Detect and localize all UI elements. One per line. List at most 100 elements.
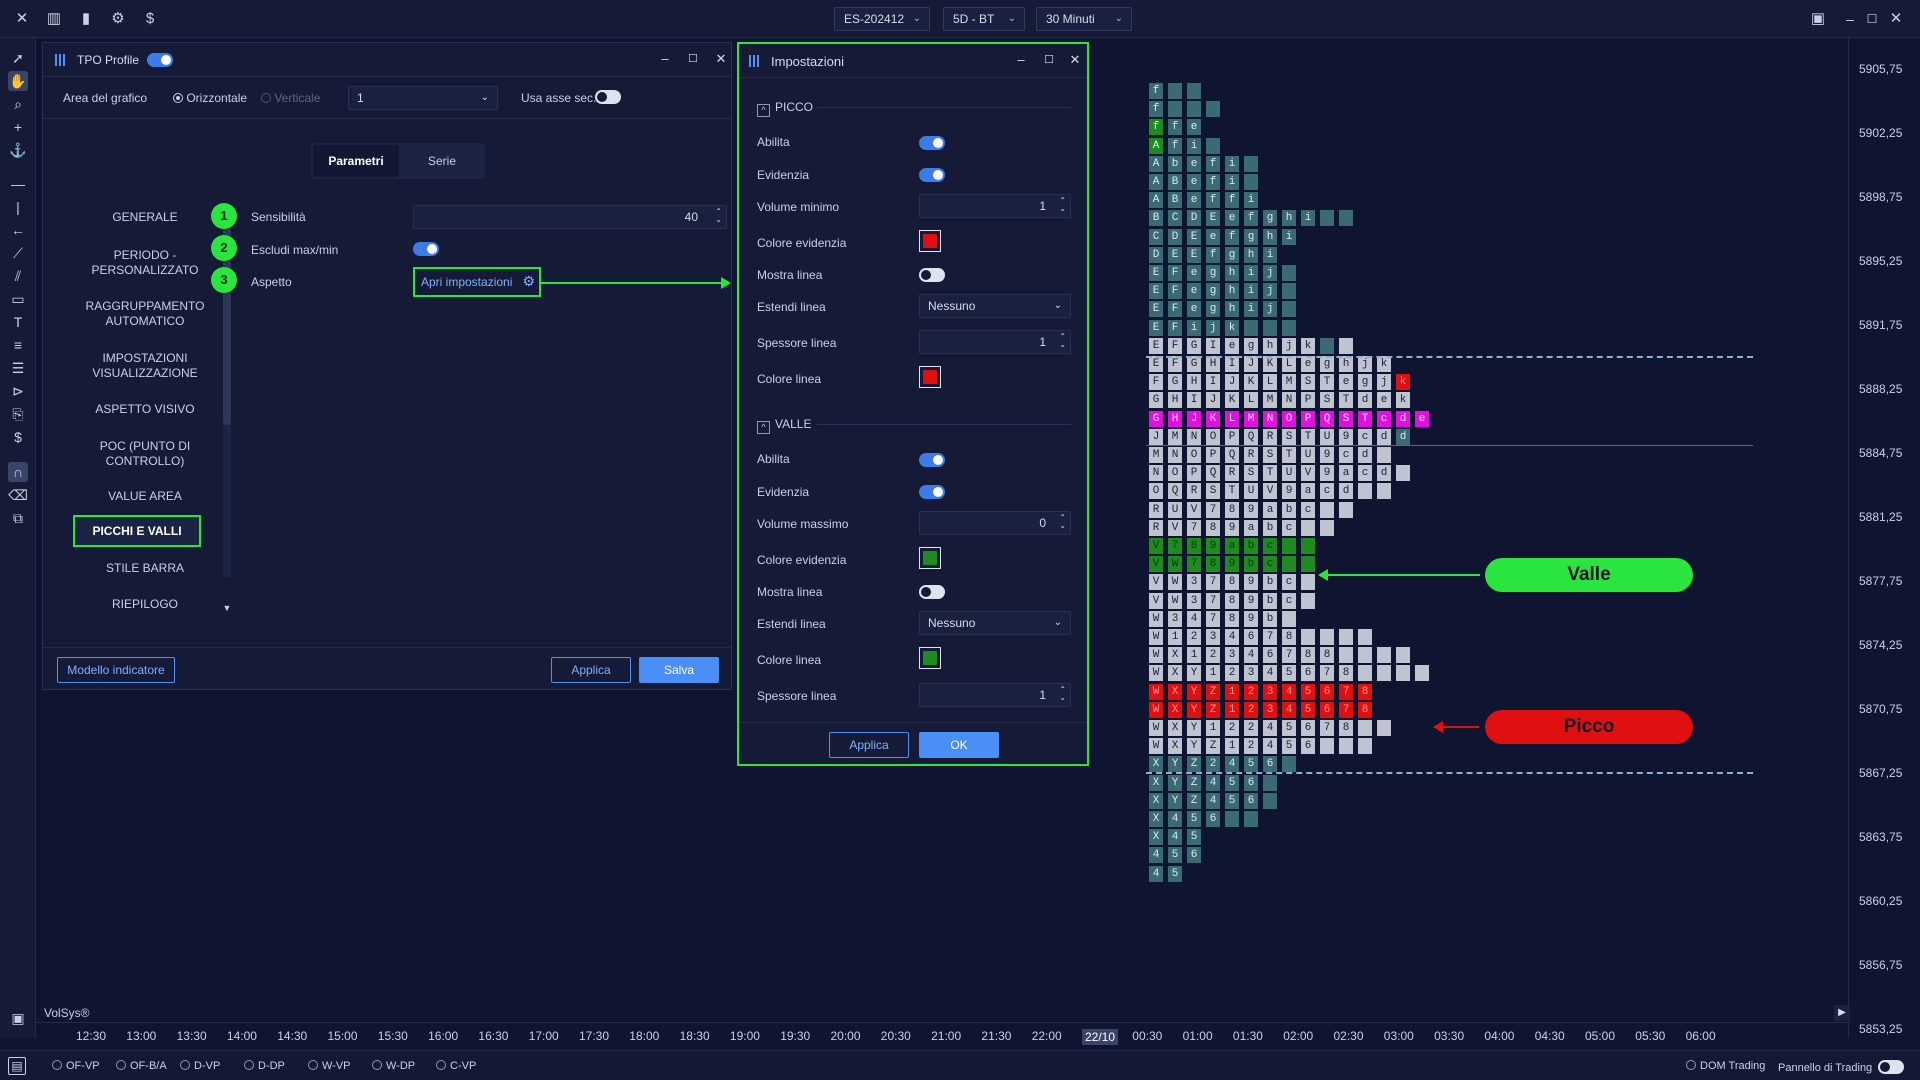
spinner-icon[interactable]: ⌃ ⌄	[1059, 685, 1066, 702]
minimize-icon[interactable]: –	[661, 51, 669, 66]
sidebar-item-impostazioni[interactable]: IMPOSTAZIONI VISUALIZZAZIONE	[92, 351, 198, 380]
orientation-horizontal-radio[interactable]: Orizzontale	[173, 91, 247, 105]
sidebar-item-aspetto[interactable]: ASPETTO VISIVO	[95, 402, 195, 416]
fibonacci-icon[interactable]: ≡	[13, 337, 23, 353]
close-icon[interactable]: ✕	[715, 51, 727, 66]
valley-extend-line-select[interactable]: Nessuno ⌄	[919, 611, 1071, 635]
screen-icon[interactable]: ▣	[11, 1010, 25, 1026]
orientation-vertical-radio[interactable]: Verticale	[261, 91, 320, 105]
crosshair-icon[interactable]: +	[13, 119, 23, 135]
apply-button[interactable]: Applica	[551, 657, 631, 683]
vertical-line-icon[interactable]: |	[16, 199, 20, 215]
close-icon[interactable]: ✕	[15, 10, 29, 27]
price-axis[interactable]: 5905,75 5902,25 5898,75 5895,25 5891,75 5888,…	[1848, 38, 1920, 1038]
maximize-icon[interactable]: ☐	[1044, 54, 1054, 66]
sidebar-item-value-area[interactable]: VALUE AREA	[108, 489, 182, 503]
dialog-ok-button[interactable]: OK	[919, 732, 999, 758]
valley-max-volume-input[interactable]: 0 ⌃ ⌄	[919, 511, 1071, 535]
screen-icon[interactable]: ▤	[8, 1057, 26, 1075]
indicator-enable-toggle[interactable]	[147, 53, 173, 67]
peak-section-header[interactable]: ^ PICCO	[757, 100, 813, 117]
candles-icon[interactable]: ▥	[46, 10, 62, 27]
spinner-icon[interactable]: ⌃ ⌄	[1059, 513, 1066, 530]
minimize-icon[interactable]: –	[1846, 11, 1854, 27]
levels-icon[interactable]: ☰	[11, 360, 25, 376]
eraser-icon[interactable]: ⌫	[8, 487, 28, 503]
peak-min-volume-input[interactable]: 1 ⌃ ⌄	[919, 194, 1071, 218]
sidebar-item-generale[interactable]: GENERALE	[112, 210, 178, 224]
bottom-option-d-dp[interactable]: D-DP	[244, 1060, 285, 1072]
time-axis[interactable]: 12:30 13:00 13:30 14:00 14:30 15:00 15:30 16:00…	[36, 1022, 1848, 1050]
trading-panel-toggle[interactable]	[1878, 1060, 1905, 1074]
dollar-icon[interactable]: $	[145, 10, 155, 27]
bottom-option-w-vp[interactable]: W-VP	[308, 1060, 351, 1072]
valley-highlight-color-swatch[interactable]	[919, 547, 941, 569]
anchor-icon[interactable]: ⚓	[9, 142, 27, 158]
trading-panel-option[interactable]: Pannello di Trading	[1778, 1060, 1905, 1074]
layout-icon[interactable]: ▣	[1810, 10, 1826, 27]
peak-show-line-toggle[interactable]	[919, 268, 945, 282]
peak-line-thickness-input[interactable]: 1 ⌃ ⌄	[919, 330, 1071, 354]
pointer-icon[interactable]: ➚	[12, 50, 24, 66]
rectangle-icon[interactable]: ▭	[11, 291, 25, 307]
scrollbar-thumb[interactable]	[223, 225, 231, 425]
symbol-select[interactable]: ES-202412 ⌄	[834, 7, 930, 31]
scroll-down-icon[interactable]: ▼	[222, 603, 232, 613]
bottom-option-d-vp[interactable]: D-VP	[180, 1060, 220, 1072]
secondary-axis-toggle[interactable]	[595, 90, 621, 104]
dialog-apply-button[interactable]: Applica	[829, 732, 909, 758]
layers-icon[interactable]: ⧉	[13, 510, 23, 526]
bottom-option-of-vp[interactable]: OF-VP	[52, 1060, 100, 1072]
valley-section-header[interactable]: ^ VALLE	[757, 417, 811, 434]
measure-icon[interactable]: ⊳	[12, 383, 24, 399]
valley-line-color-swatch[interactable]	[919, 647, 941, 669]
peak-highlight-color-swatch[interactable]	[919, 230, 941, 252]
peak-line-color-swatch[interactable]	[919, 366, 941, 388]
sidebar-item-riepilogo[interactable]: RIEPILOGO	[111, 597, 179, 611]
dom-trading-option[interactable]: DOM Trading	[1686, 1060, 1765, 1072]
sidebar-item-picchi-valli[interactable]: PICCHI E VALLI	[73, 515, 201, 547]
bottom-option-of-b-a[interactable]: OF-B/A	[116, 1060, 167, 1072]
save-button[interactable]: Salva	[639, 657, 719, 683]
horizontal-line-icon[interactable]: —	[11, 176, 25, 192]
peak-extend-line-select[interactable]: Nessuno ⌄	[919, 294, 1071, 318]
bottom-option-c-vp[interactable]: C-VP	[436, 1060, 476, 1072]
minimize-icon[interactable]: –	[1017, 52, 1025, 67]
ray-icon[interactable]: ←	[11, 222, 25, 238]
trend-line-icon[interactable]: ⟋	[13, 245, 23, 261]
hand-icon[interactable]: ✋	[8, 71, 28, 91]
spinner-icon[interactable]: ⌃ ⌄	[1059, 196, 1066, 213]
maximize-icon[interactable]: ☐	[1866, 12, 1878, 26]
indicator-template-button[interactable]: Modello indicatore	[57, 657, 175, 683]
spinner-icon[interactable]: ⌃ ⌄	[1059, 332, 1066, 349]
exclude-toggle[interactable]	[413, 242, 439, 256]
open-settings-button[interactable]: Apri impostazioni ⚙	[413, 267, 541, 297]
zoom-icon[interactable]: ⌕	[14, 96, 22, 112]
maximize-icon[interactable]: ☐	[688, 53, 698, 65]
alert-icon[interactable]: $	[14, 429, 22, 445]
valley-show-line-toggle[interactable]	[919, 585, 945, 599]
magnet-icon[interactable]: ∩	[8, 462, 28, 482]
valley-enable-toggle[interactable]	[919, 453, 945, 467]
play-icon[interactable]: ▶	[1834, 1005, 1850, 1021]
timeframe-select[interactable]: 30 Minuti ⌄	[1036, 7, 1132, 31]
sidebar-scrollbar[interactable]	[223, 205, 231, 577]
sensitivity-input[interactable]: 40 ⌃ ⌄	[413, 205, 727, 229]
sidebar-item-poc[interactable]: POC (PUNTO DI CONTROLLO)	[99, 439, 191, 468]
spinner-icon[interactable]: ⌃ ⌄	[715, 207, 722, 224]
close-window-icon[interactable]: ✕	[1889, 10, 1903, 27]
close-icon[interactable]: ✕	[1069, 52, 1081, 67]
peak-enable-toggle[interactable]	[919, 136, 945, 150]
feed-select[interactable]: 5D - BT ⌄	[943, 7, 1025, 31]
tab-serie[interactable]: Serie	[427, 154, 456, 168]
gear-icon[interactable]: ⚙	[111, 10, 125, 27]
sidebar-item-raggruppamento[interactable]: RAGGRUPPAMENTO AUTOMATICO	[85, 299, 205, 328]
sidebar-item-periodo[interactable]: PERIODO - PERSONALIZZATO	[91, 248, 199, 277]
tab-parametri[interactable]: Parametri	[313, 145, 399, 177]
peak-highlight-toggle[interactable]	[919, 168, 945, 182]
bottom-option-w-dp[interactable]: W-DP	[372, 1060, 415, 1072]
channel-icon[interactable]: ⫽	[14, 268, 22, 284]
valley-highlight-toggle[interactable]	[919, 485, 945, 499]
bar-chart-icon[interactable]: ▮	[81, 10, 91, 27]
